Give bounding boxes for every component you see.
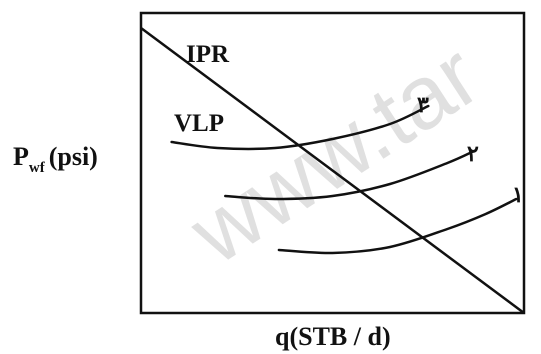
ipr-label: IPR: [186, 41, 230, 68]
y-axis-label-main: P: [13, 142, 29, 171]
vlp-curve-3: [170, 104, 430, 151]
curve-label-2: ۲: [467, 141, 479, 166]
vlp-curve-1: [277, 197, 518, 255]
y-axis-label-sub: wf: [29, 160, 46, 176]
curve-label-1: ۱: [512, 182, 524, 207]
curve-label-3: ۳: [417, 92, 429, 117]
plot-frame: [139, 11, 526, 315]
vlp-curves: [170, 104, 518, 255]
ipr-line: [140, 26, 525, 315]
vlp-label: VLP: [174, 110, 224, 137]
x-axis-label: q(STB / d): [275, 322, 391, 351]
y-axis-label: Pwf (psi): [13, 142, 98, 176]
vlp-curve-2: [224, 149, 476, 201]
y-axis-label-unit: (psi): [49, 142, 98, 171]
